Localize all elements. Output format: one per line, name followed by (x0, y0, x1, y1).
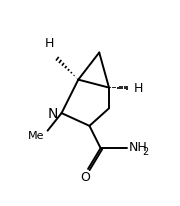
Text: Me: Me (28, 131, 45, 141)
Text: 2: 2 (142, 146, 148, 156)
Text: H: H (134, 82, 143, 95)
Text: N: N (48, 107, 58, 121)
Text: NH: NH (129, 140, 147, 153)
Text: O: O (80, 171, 90, 184)
Text: H: H (44, 37, 54, 50)
